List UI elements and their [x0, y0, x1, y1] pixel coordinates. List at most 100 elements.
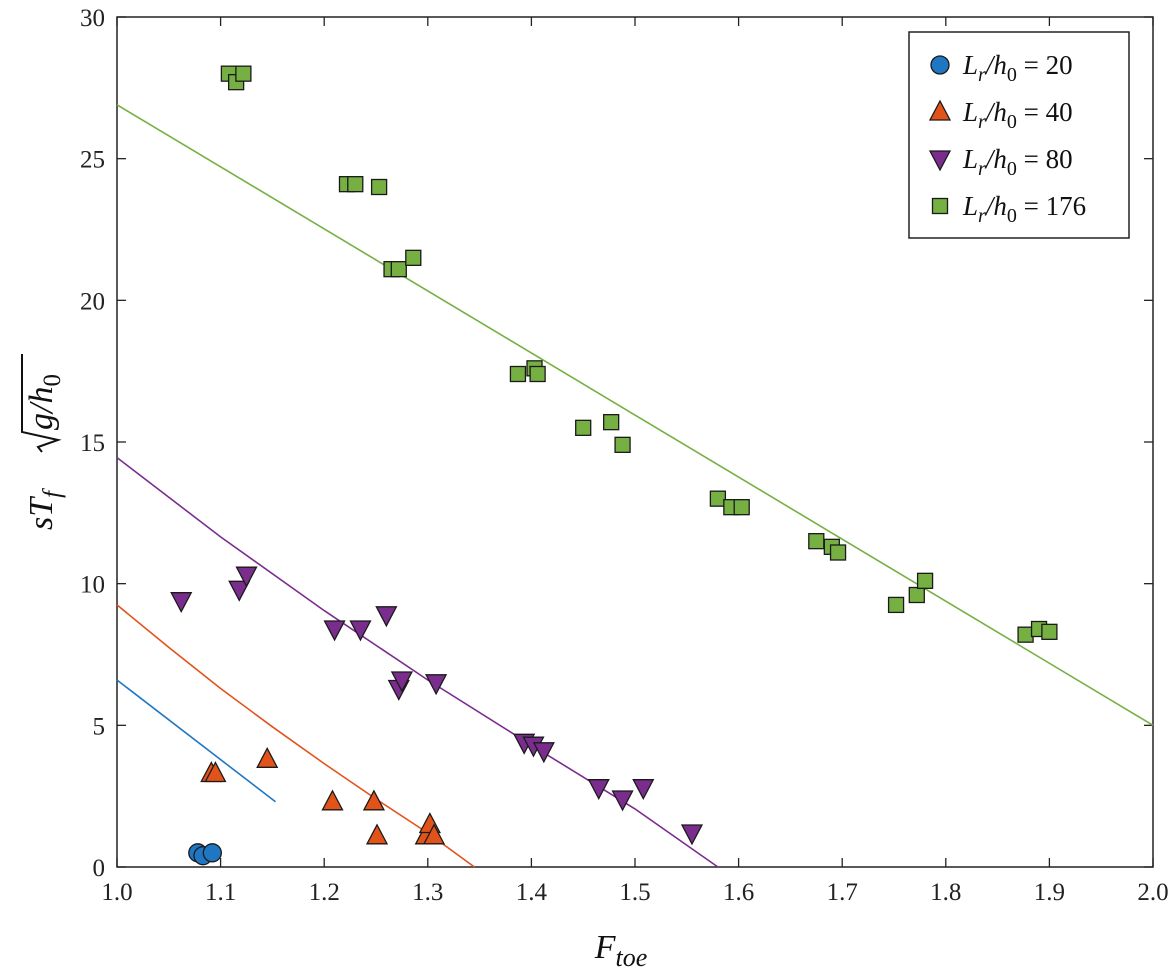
x-tick-label: 1.7	[827, 879, 858, 906]
legend-marker	[928, 99, 952, 121]
legend-label-part: /h	[984, 50, 1007, 80]
x-tick-label: 1.2	[309, 879, 340, 906]
data-point	[228, 580, 251, 602]
y-tick-label: 0	[93, 855, 106, 882]
y-axis-title-main: sT	[23, 496, 60, 530]
data-point	[829, 544, 847, 561]
fit-line	[116, 104, 1154, 726]
data-point	[347, 176, 364, 193]
legend-label-part: 0	[1007, 64, 1017, 86]
legend-label: Lr/h0 = 176	[962, 191, 1086, 227]
y-tick-label: 10	[80, 572, 105, 599]
x-tick-label: 1.9	[1034, 879, 1065, 906]
data-point	[916, 572, 934, 589]
legend-label-part: 0	[1007, 111, 1017, 133]
data-point	[375, 606, 398, 628]
x-tick-label: 1.8	[930, 879, 961, 906]
legend-label-part: r	[978, 158, 986, 180]
legend-label-part: = 176	[1017, 191, 1086, 221]
data-point	[235, 566, 258, 588]
y-axis-title-radicand: g/h0	[23, 374, 66, 430]
data-point	[709, 490, 727, 507]
legend-label-part: 0	[1007, 205, 1017, 227]
x-tick-label: 2.0	[1137, 879, 1168, 906]
data-point	[614, 436, 631, 453]
data-point	[733, 499, 750, 516]
legend-marker	[928, 150, 952, 172]
data-point	[349, 620, 372, 642]
x-tick-label: 1.1	[205, 879, 236, 906]
legend-label: Lr/h0 = 80	[962, 144, 1073, 180]
data-point	[509, 365, 527, 383]
x-tick-label: 1.6	[723, 879, 754, 906]
x-tick-label: 1.3	[412, 879, 443, 906]
legend-marker	[930, 55, 950, 75]
y-axis-title: sTf g/h0	[21, 354, 66, 530]
legend-label-part: L	[962, 50, 978, 80]
data-point	[808, 533, 825, 550]
y-axis-title-radicand-main: g/h	[23, 387, 60, 430]
y-tick-label: 5	[93, 713, 106, 740]
legend-label-part: r	[978, 111, 986, 133]
legend-label-part: L	[962, 144, 978, 174]
x-tick-label: 1.0	[101, 879, 132, 906]
data-point	[425, 674, 448, 696]
data-point	[365, 823, 389, 845]
legend-label-part: L	[962, 97, 978, 127]
data-point	[405, 249, 422, 266]
data-point	[390, 261, 407, 278]
legend-label-part: /h	[984, 191, 1007, 221]
legend-marker	[931, 197, 949, 215]
legend-label-part: = 80	[1017, 144, 1073, 174]
y-axis-title-radicand-sub: 0	[39, 374, 66, 387]
data-point	[323, 620, 346, 642]
y-tick-label: 15	[80, 430, 105, 457]
y-tick-label: 25	[80, 147, 105, 174]
legend-label-part: /h	[984, 97, 1007, 127]
data-point	[680, 824, 704, 846]
x-tick-label: 1.4	[516, 879, 548, 906]
y-axis-title-sub: f	[39, 488, 66, 498]
x-axis-title-main: F	[594, 929, 617, 966]
data-point	[532, 742, 555, 764]
legend-label-part: /h	[984, 144, 1007, 174]
data-point	[887, 596, 905, 614]
data-point	[1041, 623, 1058, 640]
data-point	[204, 761, 227, 783]
legend-label-part: 0	[1007, 158, 1017, 180]
data-point	[370, 178, 388, 196]
data-point	[632, 779, 655, 801]
sqrt-symbol	[21, 354, 62, 453]
y-tick-label: 30	[80, 5, 105, 32]
legend-label: Lr/h0 = 20	[962, 50, 1073, 86]
data-point	[611, 790, 634, 812]
data-points-layer	[170, 65, 1058, 866]
data-point	[235, 65, 252, 82]
legend-label-part: r	[978, 64, 986, 86]
data-point	[422, 823, 446, 845]
data-point	[362, 789, 386, 811]
x-tick-label: 1.5	[619, 879, 650, 906]
fit-line	[116, 679, 276, 803]
data-point	[256, 746, 279, 768]
data-point	[202, 843, 222, 863]
data-point	[390, 671, 413, 693]
x-axis-title: Ftoe	[594, 929, 648, 972]
x-axis-title-sub: toe	[616, 943, 648, 972]
legend-label-part: = 40	[1017, 97, 1073, 127]
legend-label: Lr/h0 = 40	[962, 97, 1073, 133]
data-point	[603, 414, 620, 431]
data-point	[321, 789, 344, 811]
data-point	[529, 365, 546, 383]
legend-label-part: = 20	[1017, 50, 1073, 80]
data-point	[587, 779, 610, 801]
legend-label-part: L	[962, 191, 978, 221]
data-point	[908, 586, 925, 604]
axes-layer: 1.0 1.1 1.2 1.3 1.4 1.5 1.6 1.7 1.8 1.9 2.0 0 5 10 15 2…	[80, 5, 1169, 906]
y-tick-label: 20	[80, 288, 105, 315]
data-point	[575, 419, 592, 436]
data-point	[170, 592, 193, 614]
